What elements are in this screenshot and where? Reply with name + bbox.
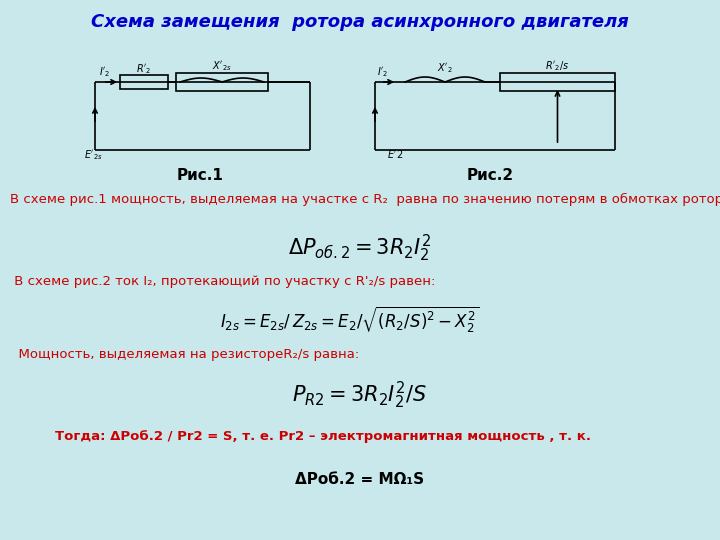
Text: $\it{E'2}$: $\it{E'2}$ xyxy=(387,148,403,160)
Text: $\it{I'_2}$: $\it{I'_2}$ xyxy=(377,65,389,79)
Text: $\it{X'_{2s}}$: $\it{X'_{2s}}$ xyxy=(212,59,232,73)
Text: $P_{R2} = 3R_2 I_2^2/S$: $P_{R2} = 3R_2 I_2^2/S$ xyxy=(292,380,428,410)
Text: $\it{R'_2}$: $\it{R'_2}$ xyxy=(136,62,152,76)
Text: В схеме рис.1 мощность, выделяемая на участке с R₂  равна по значению потерям в : В схеме рис.1 мощность, выделяемая на уч… xyxy=(10,193,720,206)
Bar xyxy=(120,75,168,89)
Text: $\it{E'_{2s}}$: $\it{E'_{2s}}$ xyxy=(84,148,102,162)
Text: $\it{I'_2}$: $\it{I'_2}$ xyxy=(99,65,111,79)
Text: Схема замещения  ротора асинхронного двигателя: Схема замещения ротора асинхронного двиг… xyxy=(91,13,629,31)
Text: Мощность, выделяемая на резистореR₂/s равна:: Мощность, выделяемая на резистореR₂/s ра… xyxy=(10,348,359,361)
Text: Тогда: ΔРоб.2 / Рr2 = S, т. е. Рr2 – электромагнитная мощность , т. к.: Тогда: ΔРоб.2 / Рr2 = S, т. е. Рr2 – эле… xyxy=(55,430,591,443)
Bar xyxy=(500,73,615,91)
Text: ΔРоб.2 = МΩ₁S: ΔРоб.2 = МΩ₁S xyxy=(295,472,425,487)
Text: Рис.1: Рис.1 xyxy=(176,168,223,183)
Text: В схеме рис.2 ток I₂, протекающий по участку с R'₂/s равен:: В схеме рис.2 ток I₂, протекающий по уча… xyxy=(10,275,436,288)
Text: Рис.2: Рис.2 xyxy=(467,168,513,183)
Text: $\it{X'_2}$: $\it{X'_2}$ xyxy=(437,61,453,75)
Text: $\Delta P_{\mathit{об}.2} = 3R_2 I_2^2$: $\Delta P_{\mathit{об}.2} = 3R_2 I_2^2$ xyxy=(289,232,431,264)
Bar xyxy=(176,73,268,91)
Text: $I_{2s} = E_{2s}/\, Z_{2s} = E_2/\sqrt{\left(R_2/S\right)^{2} - X_2^{2}}$: $I_{2s} = E_{2s}/\, Z_{2s} = E_2/\sqrt{\… xyxy=(220,305,480,335)
Text: $\it{R'_2/s}$: $\it{R'_2/s}$ xyxy=(545,59,570,73)
